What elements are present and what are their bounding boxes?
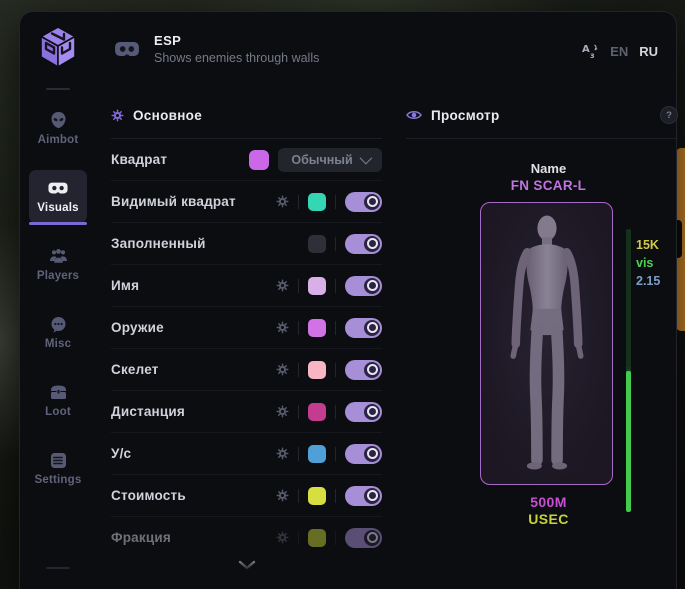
- setting-row-square: Квадрат Обычный: [111, 139, 382, 181]
- gear-icon[interactable]: [276, 405, 289, 418]
- toggle-skeleton[interactable]: [345, 359, 382, 380]
- svg-text:з: з: [590, 51, 595, 60]
- player-preview: Name FN SCAR-L: [480, 161, 660, 527]
- color-swatch[interactable]: [308, 192, 326, 211]
- players-icon: [48, 247, 68, 265]
- sidebar: Aimbot Visuals Players Misc Loot Setting…: [20, 12, 96, 589]
- translate-icon: A з: [582, 44, 598, 60]
- color-swatch[interactable]: [308, 444, 326, 463]
- preview-panel: Просмотр ? Name FN SCAR-L: [406, 91, 678, 527]
- lang-en[interactable]: EN: [610, 43, 629, 59]
- goggles-icon: [48, 179, 68, 197]
- esp-stats: 15K vis 2.15: [636, 237, 660, 290]
- background-prop: [676, 148, 685, 331]
- main-settings-panel: Основное Квадрат Обычный Видимый квадрат…: [111, 91, 382, 576]
- page-subtitle: Shows enemies through walls: [154, 51, 320, 65]
- eye-icon: [406, 108, 422, 122]
- setting-row-value: Стоимость: [111, 475, 382, 517]
- svg-text:A: A: [582, 44, 590, 55]
- list-icon: [48, 451, 68, 469]
- color-swatch[interactable]: [308, 276, 326, 295]
- section-divider: [406, 138, 678, 139]
- gear-icon[interactable]: [276, 279, 289, 292]
- setting-row-us: У/с: [111, 433, 382, 475]
- esp-weapon-label: FN SCAR-L: [510, 178, 587, 193]
- section-divider: [111, 138, 382, 139]
- setting-row-name: Имя: [111, 265, 382, 307]
- scroll-more-chevron-icon[interactable]: [111, 560, 382, 570]
- esp-value-stat: 15K: [636, 238, 659, 252]
- gear-icon[interactable]: [276, 447, 289, 460]
- esp-distance-stat: 2.15: [636, 274, 661, 288]
- color-swatch[interactable]: [308, 234, 326, 253]
- gear-icon[interactable]: [276, 363, 289, 376]
- sidebar-item-players[interactable]: Players: [29, 238, 87, 291]
- toggle-distance[interactable]: [345, 401, 382, 422]
- gear-icon[interactable]: [276, 531, 289, 544]
- esp-price-label: 500M: [530, 494, 567, 510]
- esp-faction-label: USEC: [528, 511, 569, 527]
- color-swatch[interactable]: [308, 360, 326, 379]
- toggle-faction[interactable]: [345, 527, 382, 548]
- page-title: ESP: [154, 33, 182, 48]
- toggle-name[interactable]: [345, 275, 382, 296]
- sidebar-item-aimbot[interactable]: Aimbot: [29, 102, 87, 155]
- help-badge[interactable]: ?: [660, 106, 678, 124]
- color-swatch[interactable]: [249, 149, 269, 170]
- setting-row-faction: Фракция: [111, 517, 382, 558]
- setting-row-filled: Заполненный: [111, 223, 382, 265]
- sidebar-divider: [46, 88, 70, 90]
- lang-ru[interactable]: RU: [639, 43, 658, 59]
- chest-icon: [48, 383, 68, 401]
- section-gear-icon: [111, 108, 124, 122]
- health-bar: [626, 229, 631, 512]
- gear-icon[interactable]: [276, 489, 289, 502]
- chevron-down-icon: [359, 151, 372, 165]
- color-swatch[interactable]: [308, 318, 326, 337]
- setting-row-skeleton: Скелет: [111, 349, 382, 391]
- gear-icon[interactable]: [276, 195, 289, 208]
- square-style-dropdown[interactable]: Обычный: [278, 147, 382, 172]
- color-swatch[interactable]: [308, 402, 326, 421]
- sidebar-item-misc[interactable]: Misc: [29, 306, 87, 359]
- health-bar-fill: [626, 370, 631, 512]
- gear-icon[interactable]: [276, 321, 289, 334]
- sidebar-bottom-divider: [46, 567, 70, 569]
- toggle-value[interactable]: [345, 485, 382, 506]
- toggle-us[interactable]: [345, 443, 382, 464]
- setting-row-weapon: Оружие: [111, 307, 382, 349]
- sidebar-item-settings[interactable]: Settings: [29, 442, 87, 495]
- chat-icon: [48, 315, 68, 333]
- setting-row-distance: Дистанция: [111, 391, 382, 433]
- esp-box: [480, 202, 613, 485]
- sg-cube-logo: [40, 26, 76, 68]
- color-swatch[interactable]: [308, 528, 326, 547]
- toggle-visible-square[interactable]: [345, 191, 382, 212]
- toggle-weapon[interactable]: [345, 317, 382, 338]
- sidebar-item-visuals[interactable]: Visuals: [29, 170, 87, 225]
- main-section-title: Основное: [133, 107, 203, 123]
- esp-name-label: Name: [530, 161, 567, 176]
- sidebar-item-loot[interactable]: Loot: [29, 374, 87, 427]
- alien-icon: [48, 111, 68, 129]
- preview-section-title: Просмотр: [431, 107, 500, 123]
- esp-goggles-icon: [115, 41, 139, 57]
- language-switcher: A з EN RU: [581, 42, 658, 61]
- cheat-menu-window: Aimbot Visuals Players Misc Loot Setting…: [19, 11, 678, 589]
- player-mannequin: [509, 215, 584, 470]
- page-header: ESP Shows enemies through walls A з EN R…: [114, 33, 658, 65]
- esp-visibility-stat: vis: [636, 256, 654, 270]
- setting-row-visible-square: Видимый квадрат: [111, 181, 382, 223]
- color-swatch[interactable]: [308, 486, 326, 505]
- toggle-filled[interactable]: [345, 233, 382, 254]
